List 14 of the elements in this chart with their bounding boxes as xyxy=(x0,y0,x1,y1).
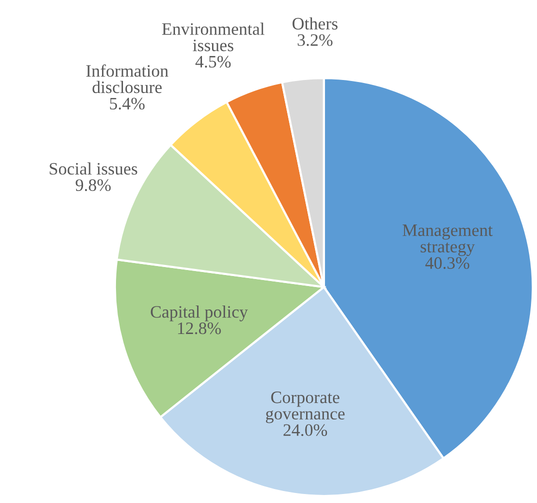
data-label: 4.5% xyxy=(195,56,231,68)
slice-label: Management strategy xyxy=(402,224,493,256)
data-label: 9.8% xyxy=(76,179,111,192)
data-label: 12.8% xyxy=(178,322,221,334)
data-label: 40.3% xyxy=(425,257,470,269)
slice-label: Corporate governance xyxy=(266,392,345,424)
data-label: 5.4% xyxy=(110,98,145,110)
slice-label: Others xyxy=(292,17,338,30)
slice-label: Information disclosure xyxy=(86,64,168,94)
data-label: 3.2% xyxy=(298,34,332,46)
slice-label: Social issues xyxy=(50,162,138,175)
slice-label: Environmental issues xyxy=(162,22,264,52)
slice-label: Capital policy xyxy=(150,306,248,322)
data-label: 24.0% xyxy=(284,424,328,436)
